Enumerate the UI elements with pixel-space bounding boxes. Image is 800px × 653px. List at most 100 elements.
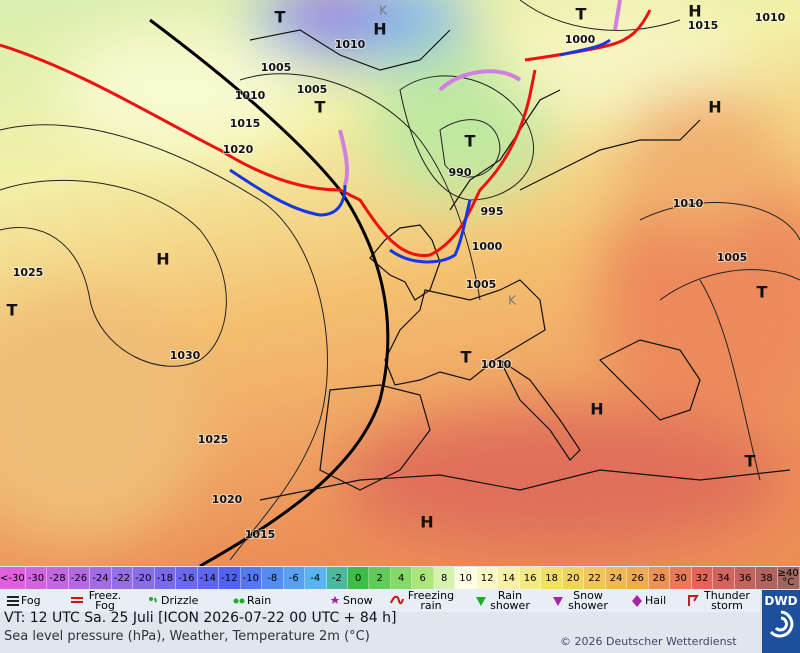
high-marker: H	[156, 250, 169, 269]
temperature-field	[0, 0, 800, 566]
colorbar-cell: <-30	[0, 567, 26, 589]
isobar-label: 1015	[230, 117, 261, 130]
legend-icon	[688, 595, 699, 606]
colorbar-cell: -16	[176, 567, 198, 589]
colorbar-cell: 10	[455, 567, 477, 589]
legend-item: Drizzle	[146, 590, 198, 612]
isobar-label: 1000	[472, 240, 503, 253]
colorbar-cell: 30	[670, 567, 692, 589]
colorbar-cell: 12	[476, 567, 499, 589]
isobar-label: 1005	[297, 83, 328, 96]
isobar-label: 1005	[261, 61, 292, 74]
high-marker: H	[373, 20, 386, 39]
legend-item: Rain shower	[474, 590, 531, 612]
colorbar-cell: 14	[498, 567, 520, 589]
colorbar-cell: -6	[283, 567, 306, 589]
colorbar-cell: -26	[68, 567, 91, 589]
low-marker: T	[465, 132, 476, 151]
isobar-label: 990	[449, 166, 472, 179]
isobar-label: 1030	[170, 349, 201, 362]
isobar-label: 1020	[223, 143, 254, 156]
legend-icon	[476, 597, 486, 606]
isobar-label: 1010	[335, 38, 366, 51]
isobars	[0, 0, 800, 561]
colorbar-cell: -14	[197, 567, 220, 589]
k-marker: K	[379, 4, 388, 18]
isobar-label: 1010	[673, 197, 704, 210]
colorbar-cell: 16	[519, 567, 542, 589]
low-marker: T	[576, 5, 587, 24]
map: 1010 1005 1010 1005 1015 1020 1000 1015 1010 990 9…	[0, 0, 800, 566]
colorbar-cell: -2	[326, 567, 348, 589]
legend-icon	[390, 595, 404, 605]
low-marker: T	[757, 283, 768, 302]
colorbar-cell: -8	[262, 567, 284, 589]
logo-text: DWD	[764, 594, 798, 608]
legend-item: Freezing rain	[390, 590, 457, 612]
isobar-label: 995	[481, 205, 504, 218]
colorbar-cell: -4	[305, 567, 327, 589]
colorbar-cell: 36	[734, 567, 757, 589]
legend-label: Freez. Fog	[88, 589, 122, 612]
legend-icon	[330, 596, 340, 604]
legend-item: Thunder storm	[686, 590, 753, 612]
legend-icon	[632, 595, 642, 607]
warm-front	[0, 9, 652, 258]
legend-label: Rain shower	[490, 589, 530, 612]
legend-item: Fog	[6, 590, 41, 612]
low-marker: T	[7, 301, 18, 320]
colorbar-cell: 18	[541, 567, 563, 589]
legend-icon	[233, 598, 245, 604]
legend-icon	[149, 597, 157, 603]
colorbar-cell: -12	[219, 567, 241, 589]
legend-item: Hail	[630, 590, 666, 612]
colorbar-cell: 2	[369, 567, 391, 589]
legend-label: Snow	[343, 594, 373, 607]
legend-label: Hail	[645, 594, 667, 607]
colorbar-cell: -10	[240, 567, 263, 589]
isobar-label: 1010	[481, 358, 512, 371]
k-marker: K	[508, 294, 517, 308]
legend-label: Drizzle	[161, 594, 199, 607]
high-marker: H	[590, 400, 603, 419]
legend-item: Rain	[232, 590, 271, 612]
legend-item: Snow shower	[551, 590, 610, 612]
copyright: © 2026 Deutscher Wetterdienst	[560, 635, 737, 648]
colorbar-cell: -18	[154, 567, 177, 589]
colorbar-cell: -20	[133, 567, 155, 589]
colorbar-cell: 32	[691, 567, 714, 589]
legend-icon	[553, 597, 563, 606]
colorbar-cell: ≥40 °C	[777, 567, 800, 589]
legend-icon	[71, 597, 83, 603]
low-marker: T	[315, 98, 326, 117]
isobar-label: 1025	[13, 266, 44, 279]
legend-label: Fog	[21, 594, 41, 607]
isobar-label: 1025	[198, 433, 229, 446]
isobar-label: 1010	[755, 11, 786, 24]
colorbar-cell: 38	[756, 567, 778, 589]
isobar-label: 1010	[235, 89, 266, 102]
valid-time: VT: 12 UTC Sa. 25 Juli [ICON 2026-07-22 …	[4, 610, 397, 626]
legend-icon	[7, 596, 19, 606]
legend-item: Snow	[328, 590, 373, 612]
trough-line	[149, 18, 390, 566]
description: Sea level pressure (hPa), Weather, Tempe…	[4, 629, 370, 644]
colorbar-cell: -24	[90, 567, 112, 589]
colorbar-cell: 26	[627, 567, 649, 589]
colorbar-cell: 34	[713, 567, 735, 589]
isobar-label: 1015	[688, 19, 719, 32]
colorbar-cell: 28	[648, 567, 671, 589]
occluded-front	[338, 0, 622, 186]
map-labels: 1010 1005 1010 1005 1015 1020 1000 1015 1010 990 9…	[7, 2, 787, 543]
high-marker: H	[420, 513, 433, 532]
isobar-label: 1005	[717, 251, 748, 264]
isobar-label: 1000	[565, 33, 596, 46]
colorbar-cell: 20	[562, 567, 585, 589]
high-marker: H	[688, 2, 701, 21]
colorbar-cell: -28	[47, 567, 69, 589]
isobar-label: 1020	[212, 493, 243, 506]
colorbar-cell: 4	[390, 567, 413, 589]
coastlines	[249, 29, 791, 501]
isobar-label: 1005	[466, 278, 497, 291]
